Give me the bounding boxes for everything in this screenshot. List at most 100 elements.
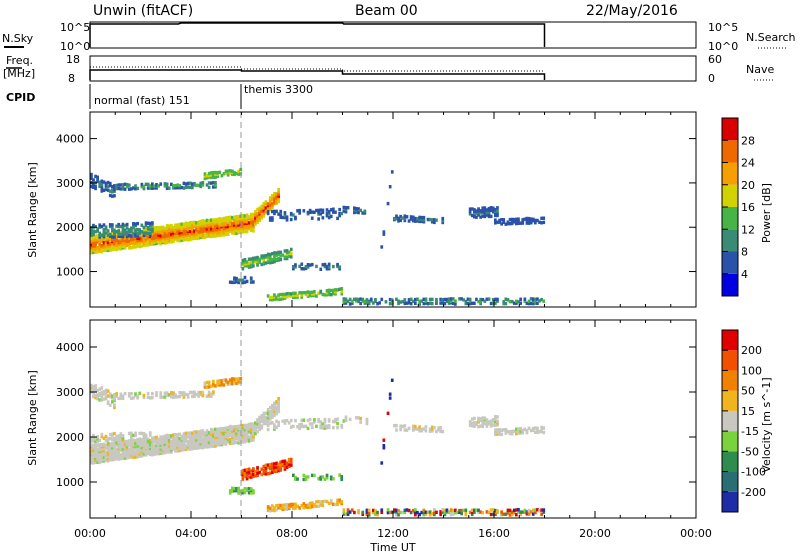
data-cell [216, 439, 219, 443]
data-cell [441, 216, 445, 221]
data-cell [132, 442, 135, 446]
data-cell [239, 216, 243, 220]
data-cell [249, 473, 253, 477]
data-cell [245, 264, 249, 268]
data-cell [125, 185, 129, 189]
data-cell [496, 297, 499, 302]
data-cell [323, 262, 327, 267]
data-cell [151, 451, 154, 455]
data-cell [231, 438, 234, 442]
data-cell [188, 185, 192, 189]
data-cell [266, 413, 270, 418]
data-cell [117, 438, 121, 442]
data-cell [132, 444, 135, 449]
data-cell [361, 512, 365, 516]
data-cell [464, 508, 468, 512]
data-cell [279, 292, 283, 297]
data-cell [277, 396, 280, 401]
data-cell [142, 435, 146, 439]
data-cell [117, 451, 121, 455]
data-cell [233, 231, 236, 236]
data-cell [283, 467, 287, 471]
colorbar-swatch [722, 229, 738, 252]
data-cell [233, 427, 236, 431]
data-cell [153, 230, 156, 234]
data-cell [193, 430, 196, 434]
data-cell [153, 436, 156, 440]
data-cell [119, 237, 123, 241]
data-cell [163, 448, 167, 452]
data-cell [254, 423, 257, 428]
data-cell [428, 297, 432, 302]
data-cell [306, 503, 310, 507]
data-cell [433, 512, 436, 517]
data-cell [111, 229, 114, 233]
data-cell [224, 230, 228, 235]
data-cell [411, 508, 415, 513]
data-cell [224, 223, 228, 227]
data-cell [277, 199, 280, 204]
data-cell [153, 236, 156, 240]
data-cell [298, 264, 301, 269]
data-cell [90, 448, 93, 453]
power-cbar-label: Power [dB] [760, 183, 773, 243]
data-cell [245, 433, 249, 438]
data-cell [163, 241, 167, 245]
data-cell [245, 223, 249, 228]
data-cell [218, 383, 222, 387]
data-cell [134, 245, 137, 249]
data-cell [195, 224, 198, 229]
data-cell [534, 510, 537, 515]
data-cell [117, 229, 121, 233]
data-cell [367, 301, 371, 306]
data-cell [258, 260, 261, 264]
data-cell [273, 465, 276, 470]
data-cell [197, 222, 200, 227]
data-cell [231, 429, 234, 433]
data-cell [327, 210, 331, 214]
data-cell [247, 221, 251, 225]
data-cell [342, 510, 346, 514]
data-cell [191, 220, 194, 225]
data-cell [90, 387, 93, 392]
data-cell [372, 508, 375, 513]
data-cell [108, 232, 112, 237]
data-cell [340, 292, 344, 296]
data-cell [397, 216, 400, 220]
data-cell [273, 462, 276, 466]
data-cell [117, 455, 121, 459]
data-cell [496, 212, 499, 216]
data-cell [264, 411, 268, 416]
data-cell [138, 444, 142, 448]
data-cell [209, 394, 213, 398]
data-cell [271, 504, 274, 508]
data-cell [277, 503, 280, 508]
data-cell [361, 211, 365, 215]
data-cell [346, 508, 350, 512]
colorbar-tick: -200 [741, 486, 766, 499]
data-cell [275, 251, 278, 255]
data-cell [277, 465, 280, 469]
data-cell [165, 450, 169, 454]
data-cell [146, 186, 150, 190]
data-cell [167, 393, 171, 397]
data-cell [92, 445, 95, 449]
data-cell [184, 444, 188, 448]
data-cell [174, 449, 177, 453]
data-cell [275, 508, 278, 512]
data-cell [125, 238, 129, 242]
data-cell [146, 182, 150, 187]
freq-series [89, 69, 546, 80]
data-cell [264, 466, 268, 470]
data-cell [418, 299, 421, 304]
data-cell [435, 297, 438, 302]
data-cell [140, 452, 144, 456]
data-cell [249, 257, 253, 261]
data-cell [146, 231, 150, 236]
data-cell [477, 424, 480, 429]
data-cell [454, 299, 457, 303]
data-cell [300, 267, 304, 271]
data-cell [96, 393, 99, 397]
data-cell [538, 509, 541, 513]
data-cell [151, 227, 154, 231]
